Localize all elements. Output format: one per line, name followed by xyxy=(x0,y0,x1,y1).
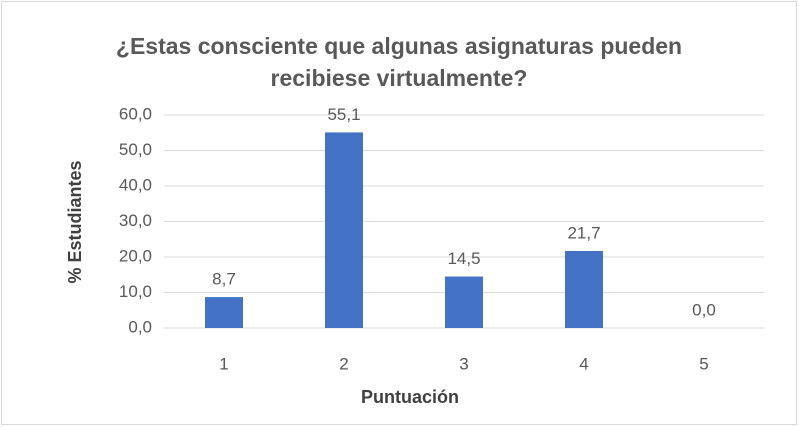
y-tick-label: 10,0 xyxy=(119,282,152,301)
y-tick-label: 30,0 xyxy=(119,211,152,230)
bar xyxy=(325,132,363,328)
x-tick-label: 1 xyxy=(219,354,228,373)
x-tick-label: 2 xyxy=(339,354,348,373)
y-tick-label: 0,0 xyxy=(128,317,152,336)
bar xyxy=(565,250,603,328)
y-axis-title: % Estudiantes xyxy=(65,160,85,283)
x-tick-label: 3 xyxy=(459,354,468,373)
bar xyxy=(205,297,243,328)
y-tick-label: 50,0 xyxy=(119,140,152,159)
data-label: 8,7 xyxy=(212,270,236,289)
x-axis-title: Puntuación xyxy=(361,387,459,407)
y-tick-label: 60,0 xyxy=(119,104,152,123)
data-label: 55,1 xyxy=(327,105,360,124)
data-label: 14,5 xyxy=(447,249,480,268)
bar xyxy=(445,276,483,328)
x-tick-label: 5 xyxy=(699,354,708,373)
y-tick-label: 20,0 xyxy=(119,246,152,265)
data-label: 21,7 xyxy=(567,223,600,242)
y-tick-label: 40,0 xyxy=(119,175,152,194)
x-tick-label: 4 xyxy=(579,354,588,373)
chart-title: ¿Estas consciente que algunas asignatura… xyxy=(115,33,683,91)
data-label: 0,0 xyxy=(692,300,716,319)
